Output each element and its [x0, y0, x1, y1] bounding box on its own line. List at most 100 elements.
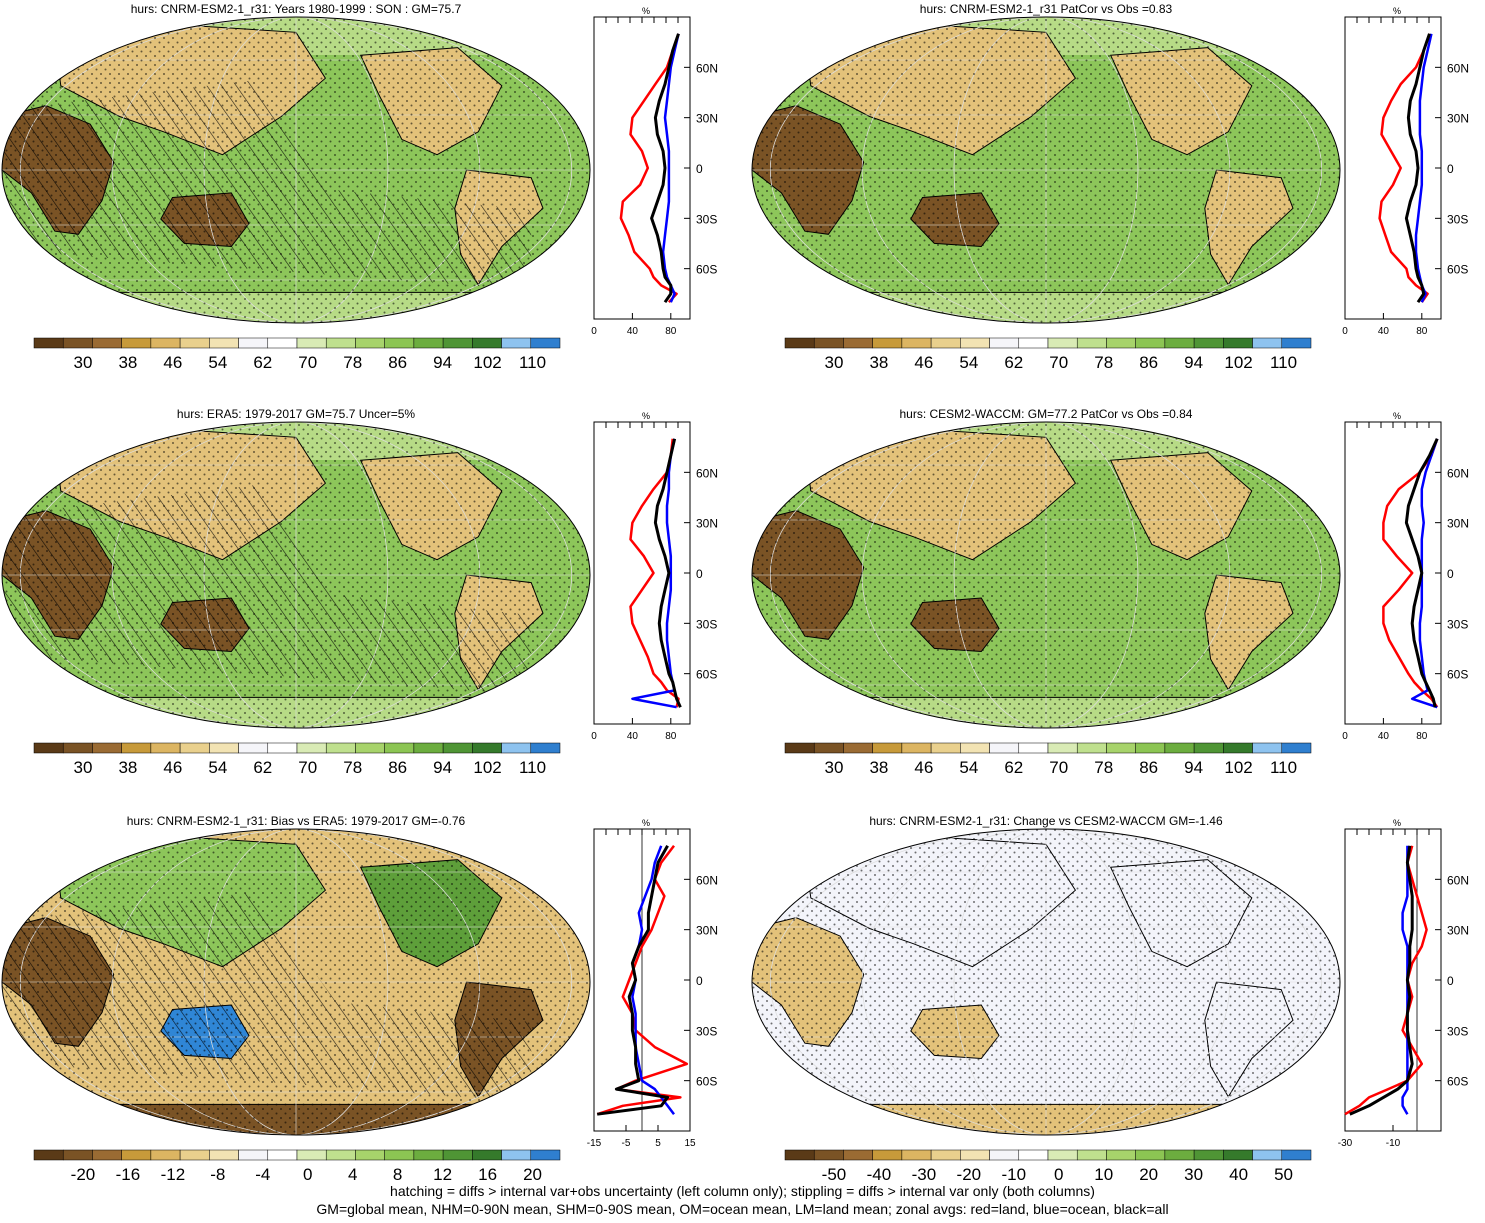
colorbar-label: 46 — [163, 353, 182, 372]
colorbar-swatch — [443, 743, 472, 753]
zonal-y-label: 60N — [1447, 61, 1469, 75]
colorbar-swatch — [1282, 338, 1311, 348]
colorbar-swatch — [1165, 338, 1194, 348]
colorbar-swatch — [472, 1150, 501, 1160]
colorbar-swatch — [902, 743, 931, 753]
colorbar-swatch — [814, 743, 843, 753]
panel-title: hurs: CNRM-ESM2-1_r31: Bias vs ERA5: 197… — [127, 814, 466, 828]
panel-title: hurs: CNRM-ESM2-1_r31: Years 1980-1999 :… — [131, 2, 462, 16]
zonal-y-label: 60S — [1447, 1075, 1468, 1089]
colorbar-swatch — [1223, 1150, 1252, 1160]
colorbar-swatch — [180, 1150, 209, 1160]
colorbar-label: 94 — [433, 353, 452, 372]
colorbar-swatch — [239, 743, 268, 753]
colorbar-label: 110 — [519, 353, 546, 372]
colorbar-swatch — [785, 338, 814, 348]
zonal-title: % — [1393, 6, 1401, 16]
stippling — [752, 422, 1340, 728]
map-p2 — [752, 17, 1340, 323]
panel-title: hurs: ERA5: 1979-2017 GM=75.7 Uncer=5% — [177, 407, 415, 421]
zonal-y-label: 60S — [696, 668, 717, 682]
colorbar-label: 62 — [253, 758, 272, 777]
colorbar-label: 102 — [473, 353, 501, 372]
colorbar-label: 94 — [1184, 353, 1203, 372]
colorbar-swatch — [873, 743, 902, 753]
colorbar-label: 94 — [433, 758, 452, 777]
zonal-x-label: -10 — [1386, 1138, 1401, 1149]
colorbar-swatch — [1282, 1150, 1311, 1160]
colorbar-label: 78 — [343, 353, 362, 372]
zonal-x-label: 40 — [1378, 731, 1390, 742]
colorbar-swatch — [326, 743, 355, 753]
footer-line-1: hatching = diffs > internal var+obs unce… — [0, 1182, 1485, 1200]
colorbar-swatch — [902, 1150, 931, 1160]
colorbar-swatch — [209, 1150, 238, 1160]
zonal-y-label: 60S — [696, 1075, 717, 1089]
colorbar-swatch — [1019, 1150, 1048, 1160]
zonal-x-label: -15 — [587, 1138, 602, 1149]
colorbar-swatch — [472, 338, 501, 348]
colorbar-swatch — [34, 338, 63, 348]
colorbar-swatch — [902, 338, 931, 348]
zonal-frame — [594, 17, 690, 319]
colorbar-swatch — [209, 338, 238, 348]
colorbar-label: 86 — [1139, 758, 1158, 777]
colorbar-swatch — [355, 743, 384, 753]
colorbar-swatch — [414, 1150, 443, 1160]
colorbar-swatch — [531, 1150, 560, 1160]
zonal-y-label: 60S — [1447, 668, 1468, 682]
colorbar-swatch — [1165, 1150, 1194, 1160]
colorbar-swatch — [63, 338, 92, 348]
colorbar-swatch — [443, 1150, 472, 1160]
colorbar-label: 62 — [1004, 353, 1023, 372]
colorbar-swatch — [960, 1150, 989, 1160]
colorbar-swatch — [297, 338, 326, 348]
colorbar-label: 30 — [73, 353, 92, 372]
colorbar-swatch — [122, 1150, 151, 1160]
zonal-y-label: 60N — [696, 466, 718, 480]
colorbar-swatch — [502, 338, 531, 348]
zonal-title: % — [642, 818, 650, 828]
colorbar-swatch — [990, 743, 1019, 753]
colorbar-label: 62 — [253, 353, 272, 372]
zonal-y-label: 60N — [696, 873, 718, 887]
zonal-x-label: 0 — [1342, 326, 1348, 337]
zonal-x-label: 40 — [627, 326, 639, 337]
colorbar-swatch — [151, 338, 180, 348]
zonal-title: % — [642, 6, 650, 16]
colorbar-swatch — [63, 1150, 92, 1160]
zonal-y-label: 30S — [696, 212, 717, 226]
colorbar-swatch — [385, 1150, 414, 1160]
colorbar-swatch — [1223, 743, 1252, 753]
colorbar-swatch — [443, 338, 472, 348]
colorbar-label: 110 — [519, 758, 546, 777]
zonal-y-label: 30S — [696, 1024, 717, 1038]
colorbar-label: 70 — [1049, 758, 1068, 777]
colorbar-swatch — [1077, 743, 1106, 753]
colorbar-swatch — [355, 338, 384, 348]
colorbar-swatch — [1106, 1150, 1135, 1160]
colorbar-label: 54 — [208, 758, 227, 777]
colorbar-swatch — [1106, 338, 1135, 348]
zonal-y-label: 60S — [696, 263, 717, 277]
colorbar-swatch — [1194, 1150, 1223, 1160]
colorbar-swatch — [151, 1150, 180, 1160]
colorbar-swatch — [34, 1150, 63, 1160]
zonal-x-label: 40 — [1378, 326, 1390, 337]
colorbar-swatch — [502, 1150, 531, 1160]
colorbar-swatch — [1253, 338, 1282, 348]
colorbar-swatch — [151, 743, 180, 753]
colorbar-swatch — [785, 1150, 814, 1160]
zonal-x-label: 5 — [655, 1138, 661, 1149]
colorbar-label: 78 — [343, 758, 362, 777]
map-p4 — [752, 422, 1340, 728]
colorbar-swatch — [385, 743, 414, 753]
colorbar-label: 30 — [824, 758, 843, 777]
panel-title: hurs: CNRM-ESM2-1_r31 PatCor vs Obs =0.8… — [920, 2, 1173, 16]
stippling — [752, 17, 1340, 323]
colorbar-swatch — [931, 1150, 960, 1160]
